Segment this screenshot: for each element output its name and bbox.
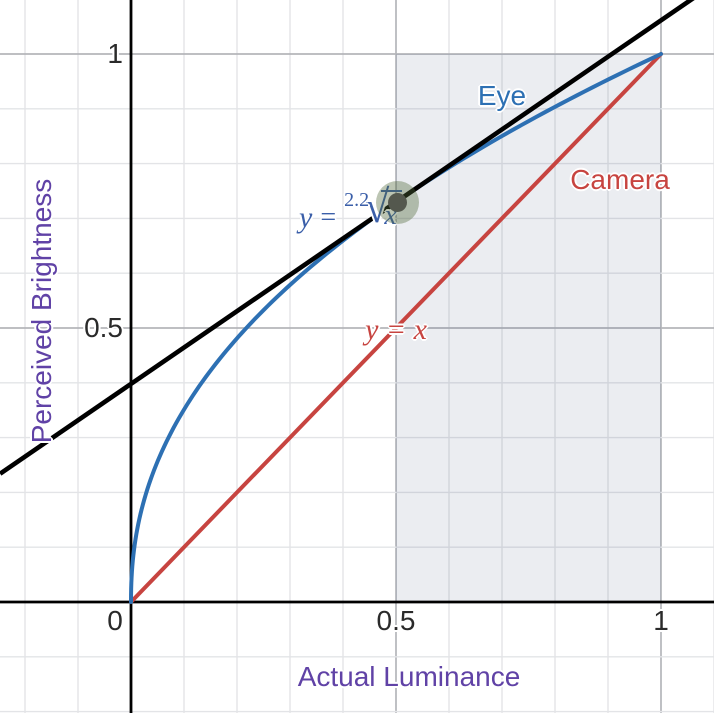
camera-equation-label[interactable]: y = x <box>365 313 427 346</box>
x-tick-label-0.5: 0.5 <box>376 605 416 636</box>
radical-expression: 2.2 √ x <box>342 183 402 230</box>
tangent-line[interactable] <box>0 0 714 476</box>
shaded-region <box>396 54 661 602</box>
x-tick-label-1: 1 <box>653 605 669 636</box>
eye-curve-label[interactable]: Eye <box>477 80 527 111</box>
equation-variable: y <box>299 201 313 234</box>
camera-line[interactable] <box>129 52 663 604</box>
equals-sign: = <box>320 202 337 233</box>
x-tick-label-0: 0 <box>107 605 123 636</box>
eye-curve[interactable] <box>129 52 663 604</box>
y-tick-label-0.5: 0.5 <box>84 312 123 343</box>
y-tick-label-1: 1 <box>107 38 123 69</box>
root-index: 2.2 <box>344 189 370 211</box>
draggable-point[interactable] <box>388 193 407 212</box>
x-axis-title: Actual Luminance <box>297 661 521 692</box>
y-axis-title: Perceived Brightness <box>26 178 57 444</box>
eye-equation-label[interactable]: y = 2.2 √ x <box>299 183 402 235</box>
camera-line-label[interactable]: Camera <box>570 164 670 195</box>
